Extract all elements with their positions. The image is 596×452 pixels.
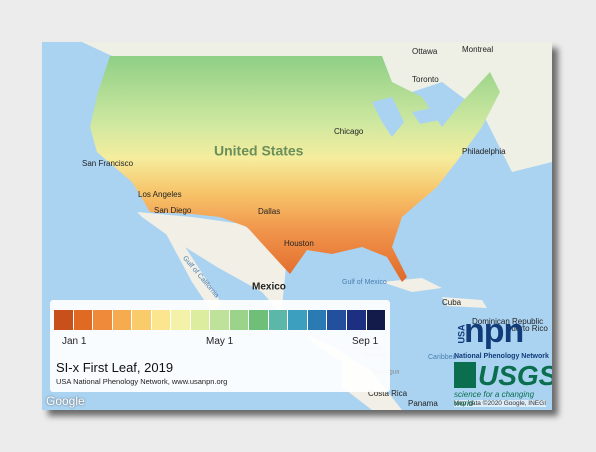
color-swatch bbox=[151, 310, 172, 330]
legend-tick: May 1 bbox=[206, 336, 234, 347]
color-swatch bbox=[54, 310, 74, 330]
place-label: Ottawa bbox=[412, 47, 438, 56]
color-swatch bbox=[210, 310, 230, 330]
color-swatch bbox=[229, 310, 250, 330]
place-label: Gulf of Mexico bbox=[342, 279, 387, 286]
place-label: United States bbox=[214, 143, 304, 159]
place-label: Dominican Republic bbox=[472, 317, 543, 326]
legend: Jan 1 May 1 Sep 1 SI-x First Leaf, 2019 … bbox=[50, 300, 390, 392]
color-swatch bbox=[327, 310, 347, 330]
color-swatch bbox=[132, 310, 152, 330]
legend-title: SI-x First Leaf, 2019 bbox=[56, 360, 174, 375]
place-label: Caribbea bbox=[428, 354, 457, 361]
legend-subtitle: USA National Phenology Network, www.usan… bbox=[56, 377, 228, 386]
great-lakes bbox=[372, 97, 440, 137]
map: United States San Francisco Los Angeles San… bbox=[42, 42, 552, 410]
baja bbox=[157, 217, 222, 312]
color-swatch bbox=[366, 310, 387, 330]
place-label: Philadelphia bbox=[462, 147, 506, 156]
color-swatch bbox=[93, 310, 113, 330]
place-label: Mexico bbox=[252, 282, 286, 293]
place-label: Chicago bbox=[334, 127, 364, 136]
npn-full: National Phenology Network bbox=[454, 353, 549, 360]
place-label: Montreal bbox=[462, 45, 493, 54]
islands bbox=[382, 278, 487, 308]
color-swatch bbox=[112, 310, 133, 330]
legend-tick: Jan 1 bbox=[62, 336, 87, 347]
place-label: Toronto bbox=[412, 75, 439, 84]
place-label: Los Angeles bbox=[138, 190, 182, 199]
place-label: Costa Rica bbox=[368, 389, 408, 398]
canada bbox=[82, 42, 552, 172]
place-label: San Francisco bbox=[82, 159, 134, 168]
google-logo: Google bbox=[46, 394, 85, 408]
usgs-tagline: science for a changing world bbox=[454, 390, 535, 408]
npn-logo: npn bbox=[464, 312, 524, 350]
color-swatch bbox=[346, 310, 367, 330]
color-bar bbox=[54, 310, 387, 330]
place-label: Houston bbox=[284, 239, 314, 248]
color-swatch bbox=[307, 310, 328, 330]
attribution: Map data ©2020 Google, INEGI bbox=[453, 400, 546, 407]
color-swatch bbox=[73, 310, 94, 330]
color-swatch bbox=[190, 310, 211, 330]
color-swatch bbox=[249, 310, 269, 330]
place-label: Puerto Rico bbox=[506, 324, 548, 333]
usgs-logo: USGS bbox=[478, 360, 552, 391]
usgs-mark bbox=[454, 362, 476, 388]
color-swatch bbox=[171, 310, 191, 330]
color-swatch bbox=[288, 310, 308, 330]
color-swatch bbox=[268, 310, 289, 330]
place-label: Dallas bbox=[258, 207, 280, 216]
place-label: Cuba bbox=[442, 298, 462, 307]
place-label: Panama bbox=[408, 399, 438, 408]
legend-tick: Sep 1 bbox=[352, 336, 379, 347]
place-label: San Diego bbox=[154, 206, 192, 215]
